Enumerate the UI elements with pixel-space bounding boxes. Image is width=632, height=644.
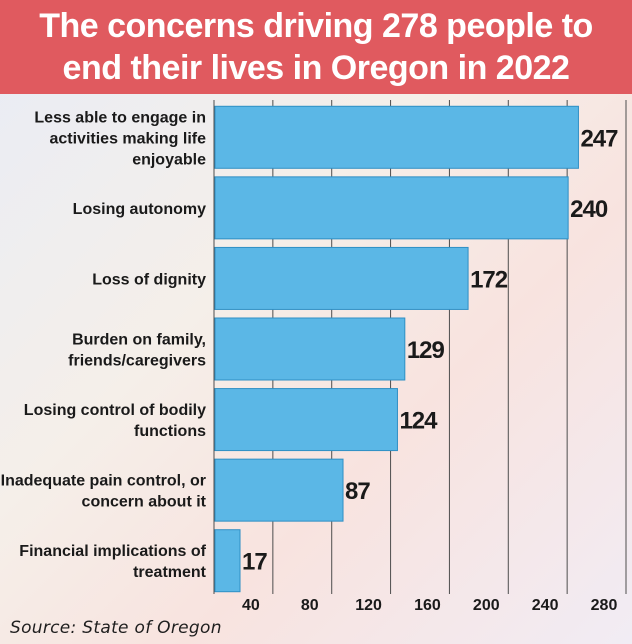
bar-value-label: 17 — [242, 549, 267, 576]
category-label: Losing autonomy — [73, 201, 206, 218]
bar-value-label: 247 — [580, 125, 618, 152]
bar — [214, 105, 579, 169]
bar — [214, 246, 469, 310]
x-tick-label: 160 — [414, 597, 441, 614]
category-label: Losing control of bodily — [24, 402, 206, 419]
category-label: friends/caregivers — [68, 353, 206, 370]
title-line-1: The concerns driving 278 people to — [39, 7, 593, 45]
bar-value-label: 87 — [345, 478, 370, 505]
category-label: enjoyable — [132, 151, 206, 168]
bar-value-label: 172 — [470, 266, 508, 293]
category-label: Burden on family, — [72, 332, 206, 349]
bar — [214, 529, 241, 593]
x-tick-label: 280 — [591, 597, 618, 614]
category-label: concern about it — [82, 494, 207, 511]
title-banner: The concerns driving 278 people to end t… — [0, 0, 632, 94]
category-label: Financial implications of — [19, 543, 206, 560]
category-label: Inadequate pain control, or — [1, 473, 206, 490]
bar — [214, 317, 406, 381]
bar — [214, 458, 344, 522]
category-label: activities making life — [49, 130, 206, 147]
category-label: Less able to engage in — [34, 109, 206, 126]
x-tick-label: 120 — [355, 597, 382, 614]
bar-chart: 247 Less able to engage in activities maki… — [1, 100, 627, 614]
category-label: functions — [134, 423, 206, 440]
title-line-2: end their lives in Oregon in 2022 — [62, 49, 570, 87]
x-tick-label: 240 — [532, 597, 559, 614]
bar-value-label: 124 — [399, 408, 438, 435]
source-note: Source: State of Oregon — [10, 618, 222, 638]
category-label: treatment — [133, 564, 207, 581]
x-tick-label: 80 — [301, 597, 319, 614]
category-label: Loss of dignity — [92, 271, 206, 288]
x-tick-label: 40 — [242, 597, 260, 614]
x-tick-label: 200 — [473, 597, 500, 614]
bar — [214, 176, 569, 240]
bar — [214, 388, 398, 452]
bar-value-label: 129 — [407, 337, 445, 364]
bar-value-label: 240 — [570, 196, 608, 223]
